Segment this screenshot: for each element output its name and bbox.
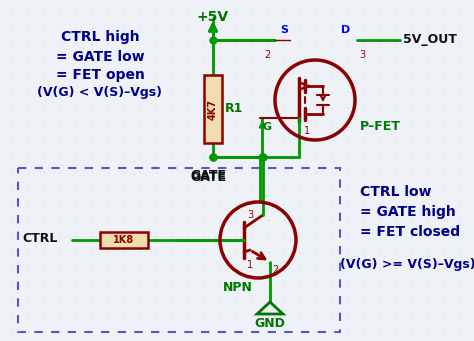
Text: 1K8: 1K8	[113, 235, 135, 245]
Bar	[204, 75, 222, 143]
Bar	[18, 168, 340, 332]
Text: CTRL: CTRL	[22, 232, 57, 244]
Text: GATE: GATE	[190, 169, 226, 182]
Text: (V(G) < V(S)–Vgs): (V(G) < V(S)–Vgs)	[37, 86, 163, 99]
Text: 1: 1	[247, 260, 253, 270]
Text: = FET closed: = FET closed	[360, 225, 460, 239]
Text: (V(G) >= V(S)–Vgs): (V(G) >= V(S)–Vgs)	[340, 258, 474, 271]
Text: NPN: NPN	[223, 281, 253, 294]
Text: D: D	[341, 25, 350, 35]
Text: 2: 2	[265, 50, 271, 60]
Text: CTRL high: CTRL high	[61, 30, 139, 44]
Text: CTRL low: CTRL low	[360, 185, 431, 199]
Bar	[100, 232, 148, 248]
Text: G: G	[263, 122, 272, 132]
Text: 3: 3	[359, 50, 365, 60]
Text: 3: 3	[247, 210, 253, 220]
Text: 4K7: 4K7	[208, 99, 218, 119]
Text: P–FET: P–FET	[360, 120, 401, 133]
Text: = GATE high: = GATE high	[360, 205, 456, 219]
Text: = GATE low: = GATE low	[55, 50, 144, 64]
Text: GATE: GATE	[190, 171, 226, 184]
Text: 5V_OUT: 5V_OUT	[403, 33, 457, 46]
Text: S: S	[280, 25, 288, 35]
Text: +5V: +5V	[197, 10, 229, 24]
Text: R1: R1	[225, 103, 243, 116]
Text: GND: GND	[255, 317, 285, 330]
Text: = FET open: = FET open	[55, 68, 145, 82]
Text: 2: 2	[272, 265, 278, 275]
Text: 1: 1	[304, 126, 310, 136]
